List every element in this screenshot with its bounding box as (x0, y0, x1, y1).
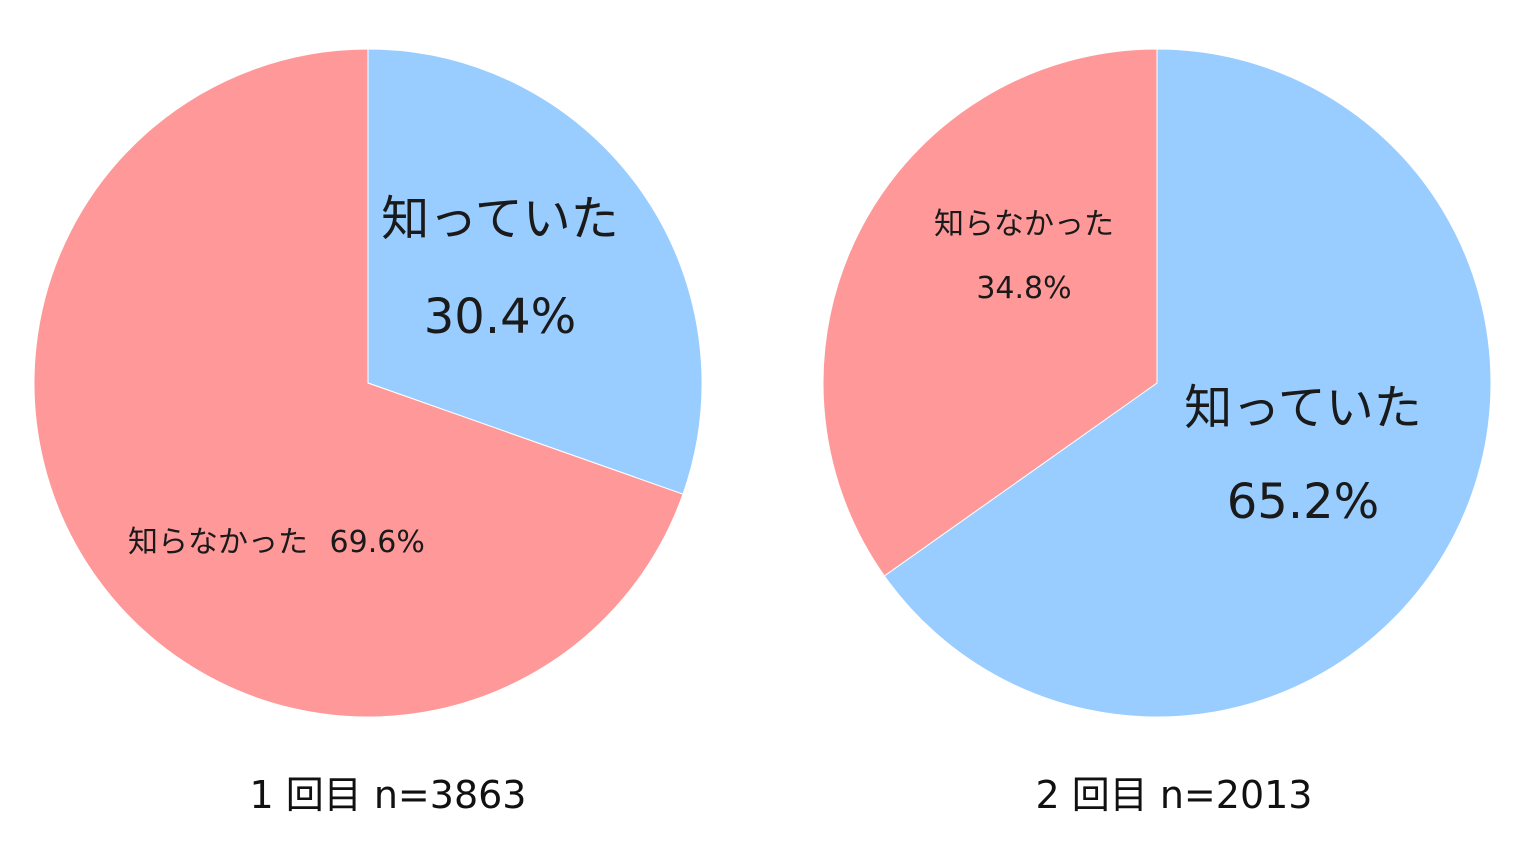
slice-label-unknown-1: 知らなかった (128, 525, 308, 560)
slice-value-known-2: 65.2% (1227, 474, 1379, 530)
chart-caption-1: 1 回目 n=3863 (250, 773, 527, 817)
slice-label-known-2: 知っていた (1184, 380, 1422, 436)
slice-label-unknown-2: 知らなかった (934, 207, 1114, 242)
pie-chart-2: 知らなかった 34.8% 知っていた 65.2% 2 回目 n=2013 (822, 48, 1492, 817)
slice-unknown-1 (33, 48, 684, 718)
pie-chart-1: 知っていた 30.4% 知らなかった 69.6% 1 回目 n=3863 (33, 48, 703, 817)
slice-value-unknown-2: 34.8% (976, 271, 1071, 306)
slice-known-2 (883, 48, 1492, 718)
chart-caption-2: 2 回目 n=2013 (1036, 773, 1313, 817)
slice-value-unknown-1: 69.6% (330, 525, 425, 560)
slice-known-1 (367, 48, 703, 495)
slice-text-unknown-1: 知らなかった 69.6% (128, 525, 425, 560)
slice-unknown-2 (822, 48, 1158, 577)
slice-value-known-1: 30.4% (424, 289, 576, 345)
slice-label-known-1: 知っていた (381, 191, 619, 247)
